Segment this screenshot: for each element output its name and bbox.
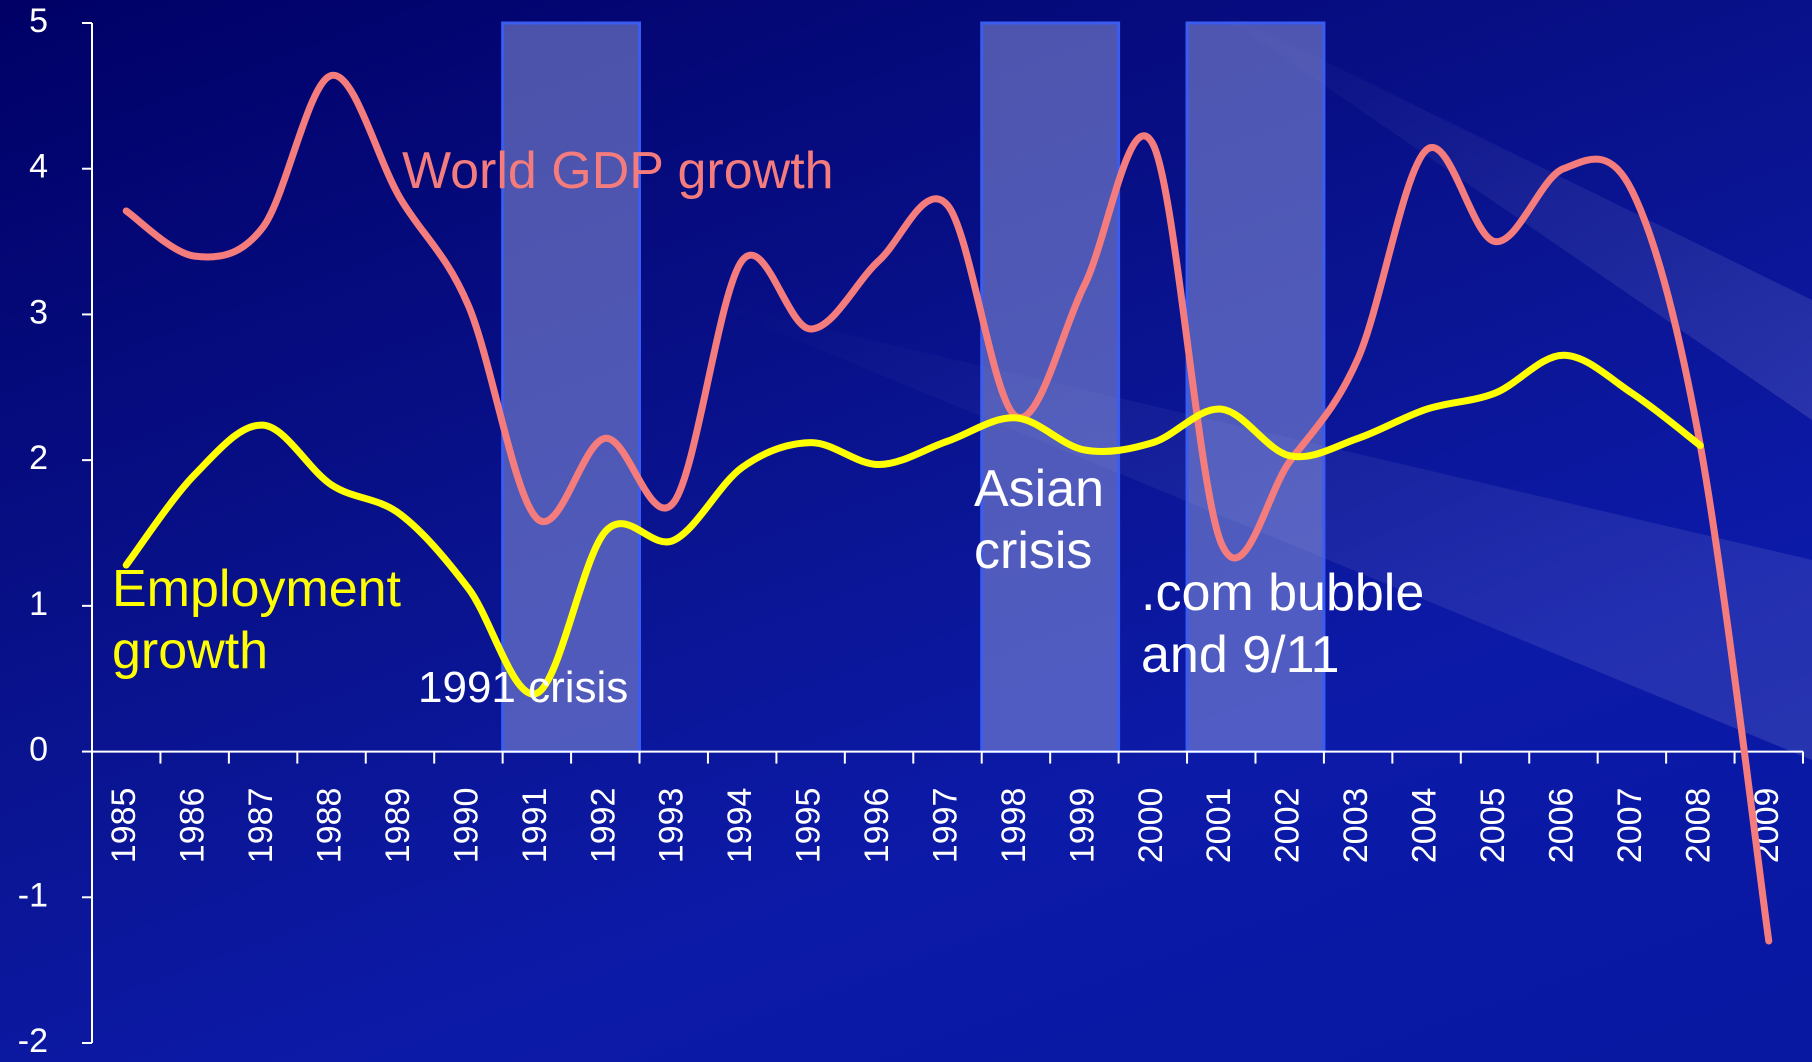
shaded-period <box>501 21 642 754</box>
x-tick-label: 2003 <box>1337 788 1375 864</box>
x-tick-label: 2006 <box>1542 788 1580 864</box>
x-tick-label: 2004 <box>1406 788 1444 864</box>
x-tick-label: 1991 <box>516 788 554 864</box>
x-tick-label: 1986 <box>174 788 212 864</box>
annotation-label: 1991 crisis <box>418 663 629 712</box>
y-tick-label: 2 <box>29 439 48 477</box>
y-tick-label: 4 <box>29 148 48 186</box>
series-line <box>122 71 1773 945</box>
x-tick-label: 2008 <box>1679 788 1717 864</box>
x-tick-label: 1993 <box>653 788 691 864</box>
x-tick-label: 1987 <box>242 788 280 864</box>
y-tick-label: -1 <box>18 876 48 914</box>
x-tick-label: 2000 <box>1132 788 1170 864</box>
series-line <box>122 351 1704 698</box>
shaded-period <box>1185 21 1326 754</box>
x-tick-label: 2002 <box>1269 788 1307 864</box>
x-tick-label: 2007 <box>1611 788 1649 864</box>
x-tick-label: 1992 <box>584 788 622 864</box>
background-streak <box>1200 0 1812 420</box>
shaded-period <box>980 21 1121 754</box>
y-tick-label: -2 <box>18 1022 48 1060</box>
annotation-label: Asian crisis <box>974 460 1105 581</box>
x-tick-label: 1995 <box>790 788 828 864</box>
x-tick-label: 2001 <box>1200 788 1238 864</box>
y-tick-label: 5 <box>29 2 48 40</box>
x-tick-label: 1998 <box>995 788 1033 864</box>
series-label: World GDP growth <box>402 142 834 200</box>
x-tick-label: 1999 <box>1063 788 1101 864</box>
x-tick-label: 1996 <box>858 788 896 864</box>
series-label: Employment growth <box>112 560 401 681</box>
x-tick-label: 1994 <box>721 788 759 864</box>
x-tick-label: 1997 <box>926 788 964 864</box>
x-tick-label: 2005 <box>1474 788 1512 864</box>
x-tick-label: 1989 <box>379 788 417 864</box>
annotation-label: .com bubble and 9/11 <box>1141 564 1425 685</box>
x-tick-label: 1990 <box>447 788 485 864</box>
y-tick-label: 1 <box>29 585 48 623</box>
x-tick-label: 1985 <box>105 788 143 864</box>
x-tick-label: 1988 <box>311 788 349 864</box>
y-tick-label: 3 <box>29 293 48 331</box>
y-tick-label: 0 <box>29 731 48 769</box>
